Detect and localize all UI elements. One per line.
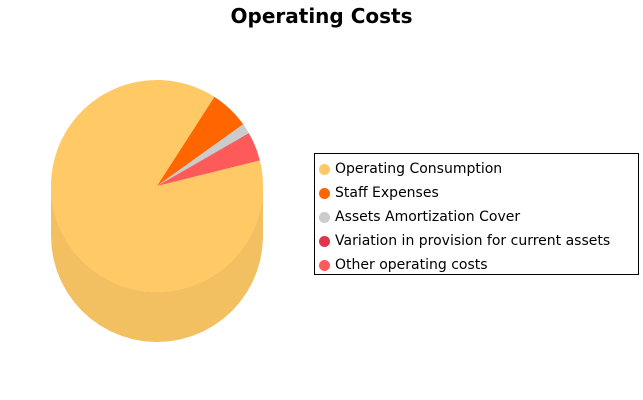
legend-label: Variation in provision for current asset… (335, 233, 611, 249)
legend-swatch (319, 163, 330, 175)
chart-title: Operating Costs (230, 4, 413, 28)
legend-label: Other operating costs (335, 257, 488, 273)
pie-sides (51, 186, 263, 342)
legend-item: Staff Expenses (319, 181, 638, 205)
legend-item: Operating Consumption (319, 157, 638, 181)
pie-slice-side (51, 186, 263, 342)
pie-slice (157, 133, 260, 186)
legend-label: Operating Consumption (335, 161, 503, 177)
legend-item: Assets Amortization Cover (319, 205, 638, 229)
legend-item: Other operating costs (319, 253, 638, 277)
pie-slice (157, 124, 249, 186)
legend-swatch (319, 187, 330, 199)
legend-item: Variation in provision for current asset… (319, 229, 638, 253)
chart-legend: Operating Consumption Staff Expenses Ass… (314, 153, 639, 275)
pie-slice (157, 133, 250, 186)
legend-swatch (319, 235, 330, 247)
legend-label: Assets Amortization Cover (335, 209, 521, 225)
pie-slice (50, 79, 263, 292)
pie-tops (50, 79, 263, 292)
legend-swatch (319, 259, 330, 271)
legend-label: Staff Expenses (335, 185, 439, 201)
legend-swatch (319, 211, 330, 223)
pie-slice (157, 96, 244, 186)
